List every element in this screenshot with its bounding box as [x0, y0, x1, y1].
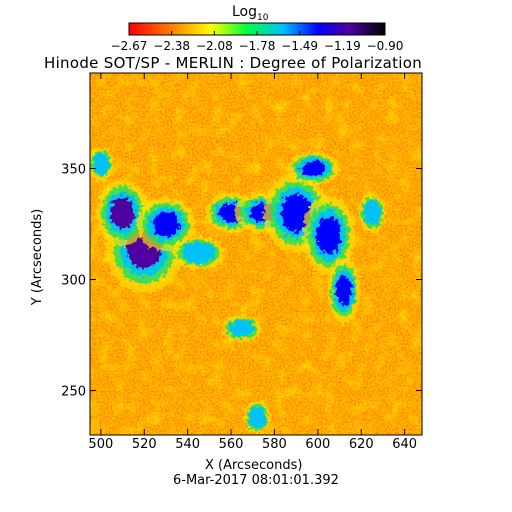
x-tick-label: 620: [349, 437, 374, 452]
timestamp: 6-Mar-2017 08:01:01.392: [173, 473, 339, 488]
polarization-feature: [232, 322, 252, 335]
x-tick-label: 520: [132, 437, 157, 452]
polarization-feature: [366, 203, 379, 223]
polarization-feature: [301, 160, 326, 177]
polarization-feature: [280, 194, 312, 232]
y-tick-label: 250: [61, 385, 86, 400]
polarization-feature: [94, 156, 107, 172]
polarization-feature: [336, 275, 352, 307]
y-tick-label: 300: [61, 274, 86, 289]
colorbar-tick-label: −2.67: [111, 39, 148, 53]
y-axis-label: Y (Arcseconds): [30, 208, 45, 306]
colorbar-tick-label: −1.49: [281, 39, 318, 53]
polarization-feature: [110, 197, 135, 229]
y-tick-label: 350: [61, 162, 86, 177]
colorbar-tick-label: −2.08: [196, 39, 233, 53]
colorbar-tick-label: −1.78: [239, 39, 276, 53]
y-axis-ticks: 250 300 350: [61, 162, 422, 400]
x-tick-label: 580: [262, 437, 287, 452]
x-axis-ticks: 500 520 540 560 580 600 620 640: [88, 73, 417, 452]
colorbar-tick-label: −2.38: [153, 39, 190, 53]
colorbar-tick-label: −0.90: [367, 39, 404, 53]
polarization-feature: [186, 245, 211, 261]
colorbar-label-subscript: 10: [257, 12, 269, 23]
x-axis-label: X (Arcseconds): [205, 458, 303, 473]
colorbar-label-base: Log: [232, 4, 258, 20]
colorbar-label: Log10: [232, 5, 268, 25]
heatmap-image: [90, 73, 422, 435]
chart-title: Hinode SOT/SP - MERLIN : Degree of Polar…: [44, 54, 423, 72]
x-tick-label: 600: [305, 437, 330, 452]
colorbar-ticks: −2.67 −2.38 −2.08 −1.78 −1.49 −1.19 −0.90: [111, 31, 404, 53]
x-tick-label: 540: [175, 437, 200, 452]
polarization-feature: [152, 211, 180, 237]
x-tick-label: 500: [88, 437, 113, 452]
x-tick-label: 640: [392, 437, 417, 452]
polarization-feature: [251, 409, 264, 426]
polarization-feature: [316, 216, 341, 254]
x-tick-label: 560: [219, 437, 244, 452]
plot-frame: [89, 72, 423, 436]
colorbar-tick-label: −1.19: [324, 39, 361, 53]
